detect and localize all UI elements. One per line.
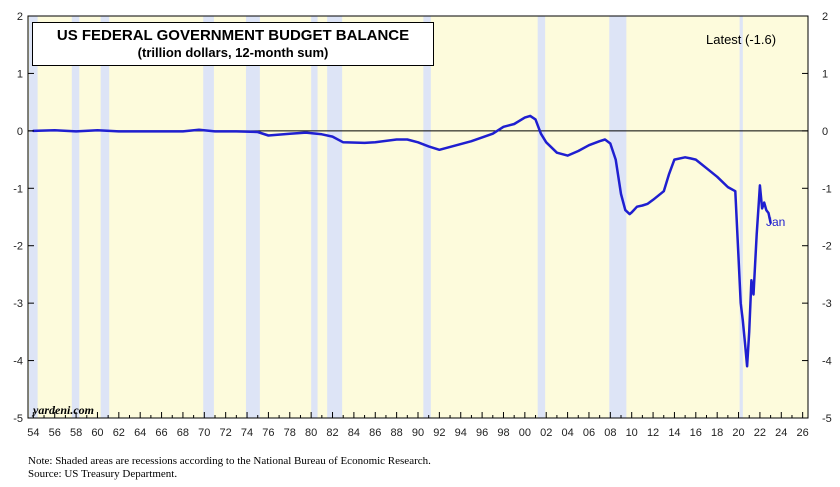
recession-bands [29,16,743,418]
latest-value-label: Latest (-1.6) [706,32,777,47]
recession-band-6 [327,16,343,418]
x-tick-label: 82 [326,427,338,439]
x-tick-label: 18 [711,427,723,439]
y-tick-label-right: -4 [822,356,832,368]
recession-band-7 [423,16,431,418]
x-tick-label: 68 [177,427,189,439]
x-tick-label: 02 [540,427,552,439]
y-tick-label-left: -3 [13,298,23,310]
x-tick-label: 90 [412,427,424,439]
x-tick-label: 98 [497,427,509,439]
title-box: US FEDERAL GOVERNMENT BUDGET BALANCE (tr… [32,22,434,66]
x-tick-label: 70 [198,427,210,439]
y-tick-label-left: -1 [13,183,23,195]
recession-band-3 [203,16,214,418]
x-tick-label: 06 [583,427,595,439]
y-tick-label-right: 1 [822,68,828,80]
x-tick-label: 72 [220,427,232,439]
x-tick-label: 60 [91,427,103,439]
x-tick-label: 76 [262,427,274,439]
recession-band-5 [311,16,318,418]
chart-subtitle: (trillion dollars, 12-month sum) [137,45,329,60]
x-tick-label: 78 [284,427,296,439]
y-tick-label-left: 1 [17,68,23,80]
recession-band-1 [71,16,80,418]
plot-area [28,16,808,418]
x-tick-label: 08 [604,427,616,439]
series-lines [32,114,772,368]
x-tick-label: 66 [155,427,167,439]
x-tick-label: 58 [70,427,82,439]
y-tick-label-right: 2 [822,11,828,23]
y-tick-label-left: 2 [17,11,23,23]
recession-band-4 [245,16,260,418]
x-tick-label: 54 [27,427,39,439]
series-line-0 [32,114,772,368]
footnote-source: Source: US Treasury Department. [28,468,178,480]
y-tick-label-right: -1 [822,183,832,195]
recession-band-10 [739,16,743,418]
x-tick-label: 84 [348,427,360,439]
x-tick-label: 26 [797,427,809,439]
brand-watermark: yardeni.com [33,403,94,417]
x-tick-label: 16 [690,427,702,439]
recession-band-8 [537,16,546,418]
x-tick-label: 56 [49,427,61,439]
y-tick-label-left: -4 [13,356,23,368]
x-tick-label: 62 [113,427,125,439]
recession-band-0 [29,16,38,418]
x-tick-label: 00 [519,427,531,439]
x-tick-label: 22 [754,427,766,439]
x-tick-label: 10 [626,427,638,439]
y-tick-label-right: -5 [822,413,832,425]
y-tick-label-left: -5 [13,413,23,425]
y-tick-label-left: -2 [13,241,23,253]
y-tick-label-right: -2 [822,241,832,253]
x-axis-ticks: 54 56 58 60 62 64 66 68 70 72 74 76 78 80 82 84 86 88 90 92… [27,412,809,439]
x-tick-label: 88 [391,427,403,439]
chart-title: US FEDERAL GOVERNMENT BUDGET BALANCE [56,27,410,44]
series-end-label: Jan [766,215,786,229]
x-tick-label: 74 [241,427,253,439]
y-tick-label-right: 0 [822,126,828,138]
x-tick-label: 94 [455,427,467,439]
recession-band-2 [100,16,110,418]
y-axis-ticks: -5 -5 -4 -4 -3 -3 -2 -2 -1 -1 0 0 1 1 2 2 [13,11,832,425]
x-tick-label: 14 [668,427,680,439]
x-tick-label: 64 [134,427,146,439]
x-tick-label: 92 [433,427,445,439]
x-tick-label: 80 [305,427,317,439]
x-tick-label: 96 [476,427,488,439]
footnote-note: Note: Shaded areas are recessions accord… [28,455,431,467]
x-tick-label: 24 [775,427,787,439]
x-tick-label: 20 [732,427,744,439]
y-tick-label-right: -3 [822,298,832,310]
y-tick-label-left: 0 [17,126,23,138]
x-tick-label: 86 [369,427,381,439]
x-tick-label: 04 [561,427,573,439]
x-tick-label: 12 [647,427,659,439]
recession-band-9 [609,16,627,418]
